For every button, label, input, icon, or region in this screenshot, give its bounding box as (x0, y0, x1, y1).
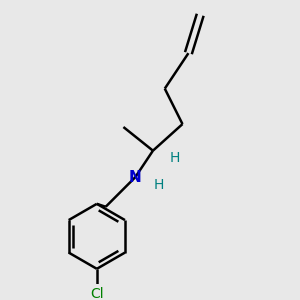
Text: H: H (154, 178, 164, 192)
Text: H: H (170, 151, 180, 165)
Text: N: N (129, 170, 142, 185)
Text: Cl: Cl (90, 286, 104, 300)
